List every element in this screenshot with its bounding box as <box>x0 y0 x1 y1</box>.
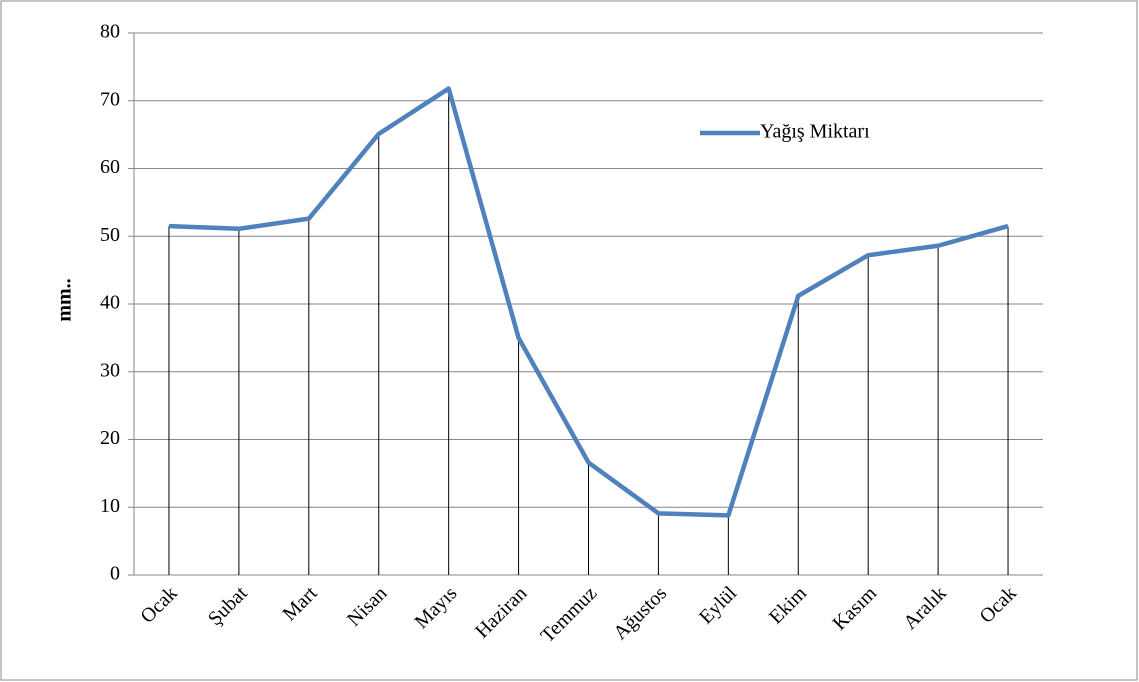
y-tick-label: 60 <box>100 156 120 178</box>
x-tick-label: Ekim <box>765 582 812 629</box>
legend-label: Yağış Miktarı <box>760 121 870 143</box>
x-tick-label: Temmuz <box>536 582 601 647</box>
y-tick-label: 70 <box>100 88 120 110</box>
x-tick-label: Kasım <box>828 582 881 635</box>
y-tick-label: 20 <box>100 427 120 449</box>
y-tick-label: 30 <box>100 359 120 381</box>
x-tick-label: Mart <box>279 582 322 625</box>
x-tick-label: Nisan <box>343 582 392 631</box>
data-line <box>168 86 1009 518</box>
x-tick-label: Ağustos <box>609 582 671 644</box>
x-tick-label: Haziran <box>471 582 531 642</box>
y-tick-label: 10 <box>100 495 120 517</box>
x-tick-label: Eylül <box>695 582 742 629</box>
x-tick-label: Şubat <box>204 582 252 630</box>
x-tick-label: Mayıs <box>411 582 462 633</box>
x-tick-label: Ocak <box>975 582 1020 627</box>
x-tick-label: Aralık <box>899 582 951 634</box>
y-tick-label: 80 <box>100 21 120 43</box>
y-tick-label: 0 <box>110 563 120 585</box>
y-tick-label: 50 <box>100 224 120 246</box>
y-axis-label: mm.. <box>54 278 76 321</box>
y-tick-label: 40 <box>100 292 120 314</box>
x-tick-label: Ocak <box>136 582 181 627</box>
